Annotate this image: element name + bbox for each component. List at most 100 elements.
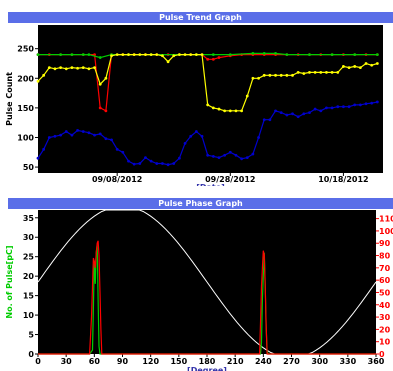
trend-data-point xyxy=(291,73,294,77)
trend-data-point xyxy=(285,73,289,77)
trend-data-point xyxy=(319,109,323,113)
right-y-tick-label: 30 xyxy=(379,313,391,322)
y-tick-label: 150 xyxy=(17,104,34,113)
trend-data-point xyxy=(189,53,193,56)
trend-data-point xyxy=(211,106,215,110)
trend-data-point xyxy=(234,109,238,113)
trend-data-point xyxy=(115,53,119,56)
trend-data-point xyxy=(47,66,51,70)
trend-data-point xyxy=(325,106,328,110)
y-tick-label: 50 xyxy=(23,163,35,172)
trend-data-point xyxy=(342,65,345,68)
trend-data-point xyxy=(36,79,40,83)
pulse-phase-panel: Pulse Phase Graph 0 5 10 15 20 25 30 35 0 10 20 30 4… xyxy=(0,186,393,371)
trend-data-point xyxy=(336,105,340,109)
trend-data-point xyxy=(194,130,198,133)
trend-data-point xyxy=(347,66,351,70)
trend-data-point xyxy=(53,67,57,71)
trend-data-point xyxy=(330,53,334,56)
trend-data-point xyxy=(81,130,85,133)
trend-data-point xyxy=(285,53,289,56)
trend-data-point xyxy=(291,112,294,116)
trend-data-point xyxy=(308,70,311,74)
trend-data-point xyxy=(375,62,379,65)
trend-data-point xyxy=(93,66,96,70)
right-y-tick-label: 60 xyxy=(379,276,391,285)
trend-data-point xyxy=(211,53,215,56)
trend-data-point xyxy=(251,52,255,55)
trend-data-point xyxy=(347,105,351,109)
trend-data-point xyxy=(257,76,260,80)
trend-data-point xyxy=(279,73,283,77)
trend-data-point xyxy=(104,109,108,113)
trend-data-point xyxy=(308,111,311,115)
pulse-phase-chart: 0 5 10 15 20 25 30 35 0 10 20 30 40 50 60 70 80 90 100 110 0… xyxy=(5,209,393,371)
trend-data-point xyxy=(364,102,368,106)
trend-data-point xyxy=(330,106,334,110)
trend-data-point xyxy=(42,147,46,151)
trend-data-point xyxy=(268,73,272,77)
trend-data-point xyxy=(217,156,221,160)
trend-data-point xyxy=(161,54,164,58)
trend-data-point xyxy=(228,109,232,113)
left-y-tick-label: 30 xyxy=(23,233,35,242)
phase-x-axis-label: [Degree] xyxy=(187,366,227,371)
trend-data-point xyxy=(206,103,210,107)
trend-data-point xyxy=(375,100,379,104)
right-y-tick-label: 80 xyxy=(379,252,391,261)
trend-data-point xyxy=(177,156,181,160)
trend-data-point xyxy=(104,137,108,141)
x-tick-label: 0 xyxy=(35,357,41,366)
trend-x-axis-label: [Date] xyxy=(196,183,225,186)
trend-data-point xyxy=(262,118,266,122)
trend-data-point xyxy=(115,147,119,151)
pulse-trend-panel: Pulse Trend Graph 50 100 150 200 250 09/08/20… xyxy=(5,12,393,186)
trend-data-point xyxy=(353,65,357,68)
trend-data-point xyxy=(166,60,170,64)
trend-data-point xyxy=(42,73,46,77)
trend-data-point xyxy=(296,115,300,119)
phase-y-axis-label: No. of Pulse[pC] xyxy=(5,245,14,318)
right-y-tick-label: 100 xyxy=(379,227,393,236)
phase-sine-line xyxy=(37,209,377,355)
pulse-trend-chart: 50 100 150 200 250 09/08/2012 09/28/2012 10/18/… xyxy=(5,25,383,186)
trend-data-point xyxy=(330,70,334,74)
left-y-tick-label: 35 xyxy=(23,214,35,223)
trend-data-point xyxy=(211,57,215,61)
left-y-tick-label: 25 xyxy=(23,253,35,262)
trend-data-point xyxy=(268,118,272,122)
x-tick-label: 30 xyxy=(61,357,73,366)
x-tick-label: 09/08/2012 xyxy=(92,175,142,184)
pulse-pc-line xyxy=(38,240,376,355)
trend-data-point xyxy=(132,53,136,56)
x-tick-label: 360 xyxy=(368,357,385,366)
x-tick-label: 120 xyxy=(142,357,159,366)
trend-data-point xyxy=(98,82,102,86)
trend-data-point xyxy=(172,162,176,165)
trend-data-point xyxy=(200,53,204,56)
trend-data-point xyxy=(81,66,85,70)
pulse-trend-title: Pulse Trend Graph xyxy=(8,12,393,23)
trend-data-point xyxy=(47,136,51,139)
left-y-tick-label: 15 xyxy=(23,292,35,301)
trend-data-point xyxy=(358,66,362,70)
trend-data-point xyxy=(223,153,227,157)
trend-data-point xyxy=(138,162,142,165)
trend-data-point xyxy=(144,156,147,160)
trend-data-point xyxy=(183,142,187,145)
x-tick-label: 330 xyxy=(339,357,356,366)
trend-data-point xyxy=(375,53,379,56)
right-y-tick-label: 90 xyxy=(379,239,391,248)
trend-data-point xyxy=(353,103,357,107)
trend-data-point xyxy=(64,130,68,133)
trend-data-point xyxy=(262,52,266,55)
trend-data-point xyxy=(296,70,300,74)
trend-data-point xyxy=(353,53,357,56)
trend-data-point xyxy=(223,109,227,113)
trend-data-point xyxy=(64,67,68,71)
right-y-tick-label: 50 xyxy=(379,288,391,297)
trend-data-point xyxy=(127,53,130,56)
trend-data-point xyxy=(177,53,181,56)
trend-data-point xyxy=(206,57,210,61)
trend-data-point xyxy=(240,109,244,113)
